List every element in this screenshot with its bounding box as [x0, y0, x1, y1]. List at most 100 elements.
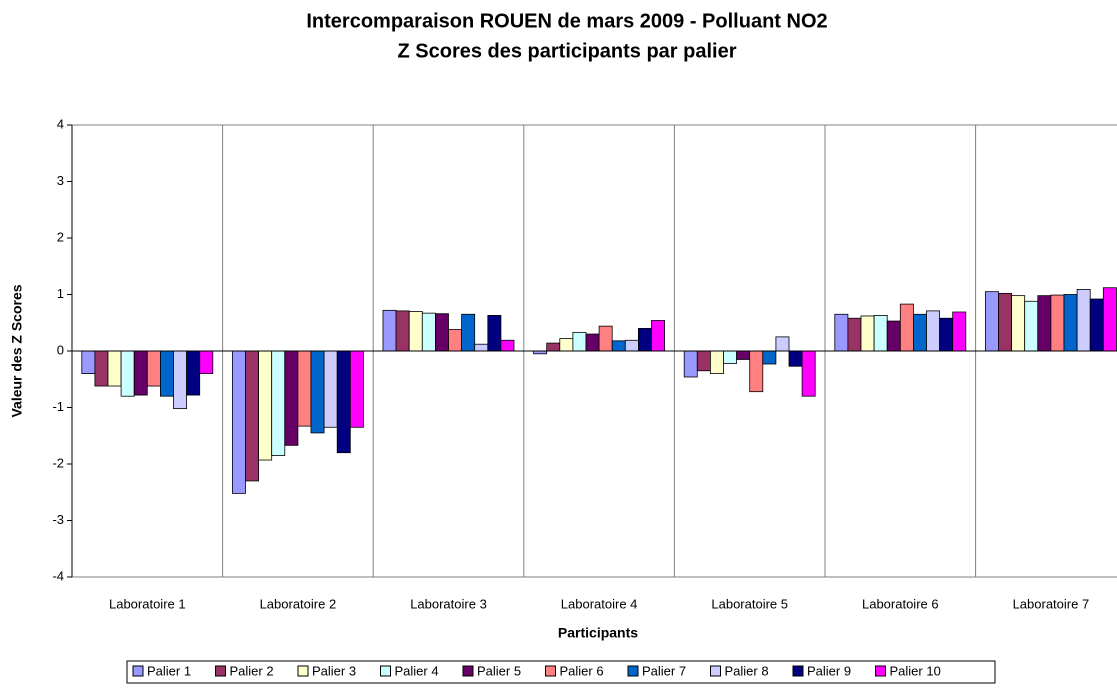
x-tick-label: Laboratoire 2: [260, 596, 337, 611]
bar: [1050, 294, 1065, 352]
bar: [952, 311, 967, 352]
legend-box: [126, 660, 996, 684]
y-tick-label: 2: [57, 229, 64, 244]
bar: [788, 350, 803, 367]
bar: [395, 310, 410, 352]
bar: [310, 350, 325, 434]
bar: [245, 350, 259, 482]
legend-label: Palier 8: [725, 663, 769, 678]
y-tick-label: 1: [57, 286, 64, 301]
bar: [1024, 300, 1039, 352]
bar: [913, 313, 927, 352]
bar: [284, 350, 299, 446]
bar: [448, 329, 463, 352]
legend-label: Palier 5: [477, 663, 521, 678]
bar: [271, 350, 286, 456]
legend-label: Palier 7: [642, 663, 686, 678]
bar: [382, 309, 397, 352]
x-tick-label: Laboratoire 7: [1013, 596, 1090, 611]
bar: [173, 350, 188, 410]
x-tick-label: Laboratoire 5: [711, 596, 788, 611]
y-tick-label: 4: [57, 116, 64, 131]
bar: [199, 350, 214, 375]
bar: [146, 350, 161, 387]
y-tick-label: -3: [52, 512, 64, 527]
legend-label: Palier 10: [890, 663, 941, 678]
bar: [107, 350, 122, 387]
bar: [546, 342, 561, 352]
bar: [461, 313, 476, 352]
legend-swatch: [875, 665, 886, 677]
bar: [847, 317, 862, 352]
bar: [860, 315, 875, 352]
y-tick-label: 0: [57, 342, 64, 357]
bar: [749, 350, 764, 393]
chart-title: Intercomparaison ROUEN de mars 2009 - Po…: [306, 10, 827, 32]
bar: [939, 317, 954, 352]
y-tick-label: -1: [52, 399, 64, 414]
bar: [421, 312, 436, 352]
bar: [611, 340, 626, 352]
bar: [899, 303, 914, 352]
legend-swatch: [297, 665, 309, 677]
bar: [94, 350, 109, 387]
bar: [585, 333, 600, 352]
bar: [651, 320, 666, 352]
bar: [1011, 295, 1026, 352]
legend-label: Palier 4: [395, 663, 439, 678]
bar: [500, 339, 515, 352]
bar: [297, 350, 312, 427]
bar: [762, 350, 777, 365]
bar: [683, 350, 698, 378]
bar: [336, 350, 351, 454]
chart-subtitle: Z Scores des participants par palier: [397, 40, 736, 62]
legend-swatch: [545, 665, 556, 677]
legend-swatch: [710, 665, 721, 677]
bar: [120, 350, 135, 397]
bar: [323, 350, 338, 428]
x-tick-label: Laboratoire 6: [862, 596, 939, 611]
bar: [231, 350, 246, 494]
bar: [487, 315, 502, 352]
legend-swatch: [215, 665, 226, 677]
bar: [133, 350, 148, 396]
bar: [1089, 298, 1104, 352]
x-tick-label: Laboratoire 3: [410, 596, 487, 611]
bar: [474, 343, 489, 352]
y-tick-label: 3: [57, 173, 64, 188]
bar: [349, 350, 364, 428]
bar: [408, 311, 423, 352]
bar: [723, 350, 737, 364]
x-tick-label: Laboratoire 4: [561, 596, 638, 611]
y-axis-label: Valeur des Z Scores: [9, 284, 25, 417]
bar: [775, 336, 790, 352]
bar: [736, 350, 751, 360]
bar: [638, 327, 652, 352]
bar: [873, 315, 888, 352]
bar: [1076, 289, 1091, 352]
x-axis-label: Participants: [558, 625, 638, 641]
legend-swatch: [627, 665, 639, 677]
bar: [572, 331, 587, 352]
bar: [434, 313, 449, 352]
bar: [624, 339, 639, 352]
bar: [709, 350, 724, 375]
bar: [834, 313, 849, 352]
bar: [1102, 287, 1117, 352]
bar: [160, 350, 174, 397]
bar: [81, 350, 96, 375]
legend-swatch: [792, 665, 804, 677]
bar: [998, 292, 1012, 352]
bar: [984, 291, 999, 352]
legend-swatch: [462, 665, 474, 677]
x-tick-label: Laboratoire 1: [109, 596, 186, 611]
bar: [801, 350, 816, 397]
legend-label: Palier 3: [312, 663, 356, 678]
legend-label: Palier 1: [147, 663, 191, 678]
bar: [926, 310, 941, 352]
bar: [1063, 294, 1078, 352]
legend-label: Palier 2: [230, 663, 274, 678]
bar: [598, 325, 613, 352]
y-tick-label: -2: [52, 455, 64, 470]
